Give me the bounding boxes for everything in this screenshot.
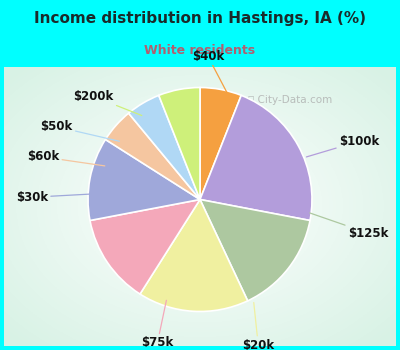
Text: $200k: $200k: [74, 90, 142, 116]
Wedge shape: [200, 95, 312, 220]
Text: $50k: $50k: [40, 120, 119, 141]
Wedge shape: [90, 199, 200, 294]
Wedge shape: [159, 88, 200, 200]
Text: White residents: White residents: [144, 44, 256, 57]
Text: $20k: $20k: [242, 302, 274, 350]
Text: $40k: $40k: [192, 50, 231, 101]
Text: $60k: $60k: [27, 150, 105, 166]
Wedge shape: [106, 113, 200, 199]
Text: $100k: $100k: [306, 135, 379, 157]
Text: $125k: $125k: [310, 213, 388, 240]
Text: $75k: $75k: [141, 300, 174, 349]
Text: Income distribution in Hastings, IA (%): Income distribution in Hastings, IA (%): [34, 11, 366, 26]
Wedge shape: [88, 140, 200, 220]
Wedge shape: [129, 95, 200, 200]
Wedge shape: [140, 199, 248, 312]
Text: $30k: $30k: [16, 191, 94, 204]
Wedge shape: [200, 199, 310, 301]
Wedge shape: [200, 88, 241, 200]
Text: Ⓜ City-Data.com: Ⓜ City-Data.com: [248, 95, 332, 105]
